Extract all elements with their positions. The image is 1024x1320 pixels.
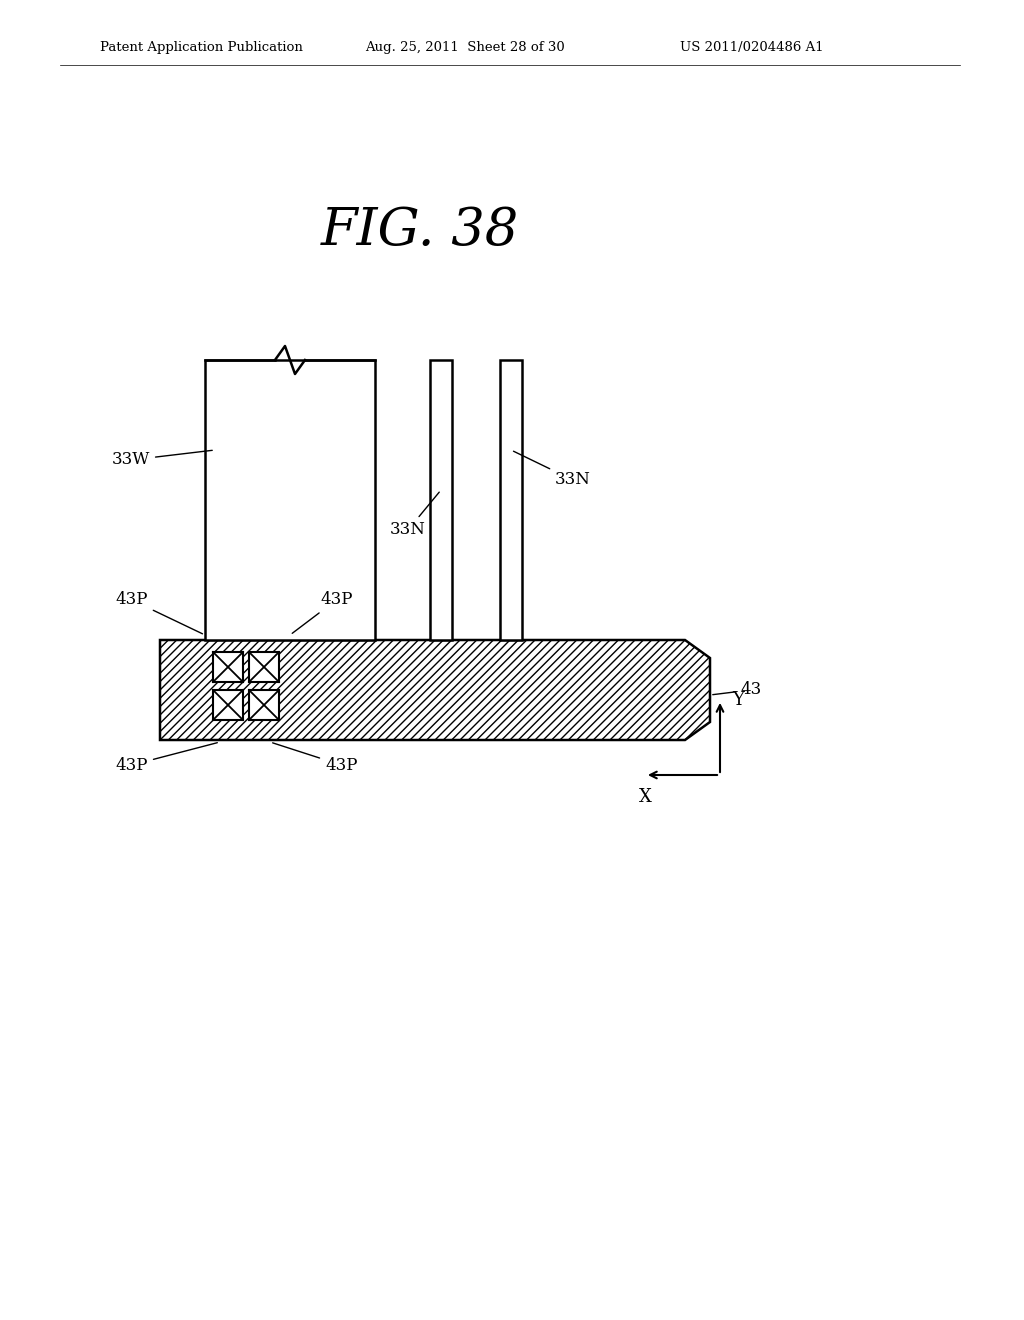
Bar <box>430 360 452 640</box>
Bar <box>249 690 279 719</box>
Bar <box>500 360 522 640</box>
Text: 33N: 33N <box>390 492 439 539</box>
Text: 43P: 43P <box>116 743 217 774</box>
Bar <box>213 690 243 719</box>
Text: 43P: 43P <box>116 591 203 634</box>
Text: FIG. 38: FIG. 38 <box>321 205 519 256</box>
Text: Y: Y <box>732 690 743 709</box>
Bar <box>213 652 243 682</box>
Text: Aug. 25, 2011  Sheet 28 of 30: Aug. 25, 2011 Sheet 28 of 30 <box>365 41 565 54</box>
Bar <box>205 360 375 640</box>
Text: 43P: 43P <box>272 743 357 774</box>
Bar <box>249 652 279 682</box>
Text: 33N: 33N <box>513 451 591 488</box>
Text: US 2011/0204486 A1: US 2011/0204486 A1 <box>680 41 823 54</box>
Text: 43P: 43P <box>292 591 352 634</box>
Text: 33W: 33W <box>112 450 212 469</box>
Text: X: X <box>639 788 651 807</box>
Text: Patent Application Publication: Patent Application Publication <box>100 41 303 54</box>
Polygon shape <box>160 640 710 741</box>
Text: 43: 43 <box>713 681 761 698</box>
